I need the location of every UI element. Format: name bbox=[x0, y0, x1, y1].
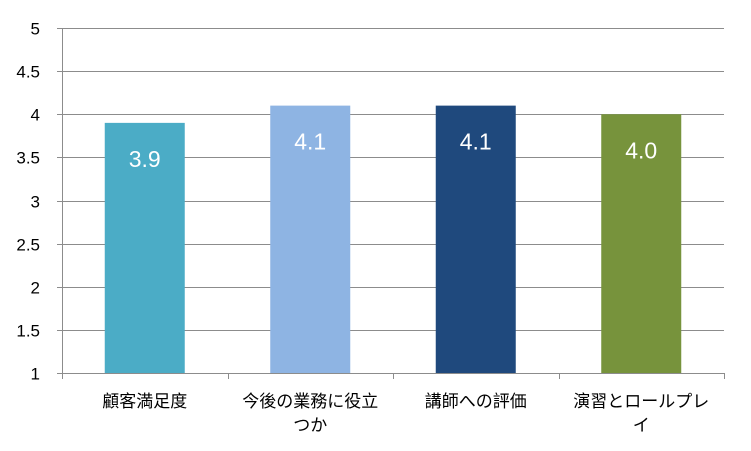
category-label-line: イ bbox=[633, 416, 650, 436]
bar-value-label: 4.0 bbox=[625, 137, 657, 163]
bar bbox=[104, 122, 185, 373]
bar-value-label: 3.9 bbox=[129, 146, 161, 172]
bars bbox=[104, 105, 682, 373]
category-label-line: 講師への評価 bbox=[425, 392, 527, 412]
y-tick-label: 2 bbox=[31, 279, 40, 298]
bar-value-label: 4.1 bbox=[460, 129, 492, 155]
bar bbox=[601, 114, 682, 373]
y-tick-label: 1.5 bbox=[16, 322, 40, 341]
x-category-label: 演習とロールプレイ bbox=[573, 392, 709, 436]
x-axis-category-labels: 顧客満足度 今後の業務に役立つか 講師への評価 演習とロールプレイ bbox=[102, 392, 709, 436]
category-label-line: 顧客満足度 bbox=[102, 392, 187, 412]
y-tick-label: 5 bbox=[31, 20, 40, 39]
x-category-label: 講師への評価 bbox=[425, 392, 527, 412]
y-tick-label: 1 bbox=[31, 365, 40, 384]
bar bbox=[435, 105, 516, 373]
bar-value-label: 4.1 bbox=[294, 129, 326, 155]
category-label-line: つか bbox=[293, 416, 327, 436]
y-tick-label: 4 bbox=[31, 106, 40, 125]
y-tick-label: 4.5 bbox=[16, 63, 40, 82]
category-label-line: 演習とロールプレ bbox=[573, 392, 709, 412]
data-labels: 3.9 4.1 4.1 4.0 bbox=[129, 129, 657, 172]
x-category-label: 顧客満足度 bbox=[102, 392, 187, 412]
y-tick-label: 3 bbox=[31, 193, 40, 212]
y-axis-tick-labels: 1 1.5 2 2.5 3 3.5 4 4.5 5 bbox=[16, 20, 40, 384]
bar bbox=[270, 105, 351, 373]
x-category-label: 今後の業務に役立つか bbox=[242, 392, 378, 436]
y-tick-label: 3.5 bbox=[16, 149, 40, 168]
category-label-line: 今後の業務に役立 bbox=[242, 392, 378, 412]
y-tick-label: 2.5 bbox=[16, 236, 40, 255]
